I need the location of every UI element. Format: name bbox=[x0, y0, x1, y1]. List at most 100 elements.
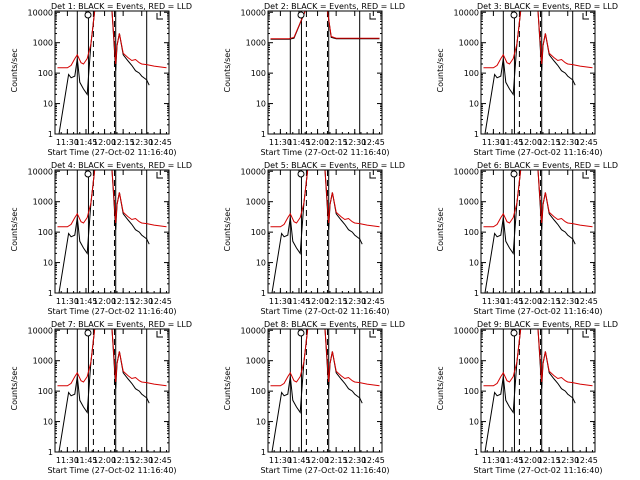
x-axis-label: Start Time (27-Oct-02 11:16:40) bbox=[260, 466, 389, 475]
detector-panel-6: Det 6: BLACK = Events, RED = LLD Counts/s… bbox=[436, 161, 618, 316]
y-tick-label: 100 bbox=[38, 69, 53, 78]
corner-bracket-marker bbox=[156, 331, 163, 338]
top-marker-circle bbox=[510, 11, 518, 19]
x-tick-label: 11:45 bbox=[500, 297, 523, 306]
panel-title: Det 1: BLACK = Events, RED = LLD bbox=[51, 2, 192, 11]
x-tick-label: 12:00 bbox=[93, 138, 116, 147]
y-tick-label: 10 bbox=[256, 418, 266, 427]
x-tick-label: 12:45 bbox=[362, 297, 385, 306]
y-tick-label: 1 bbox=[261, 130, 266, 139]
x-tick-label: 12:30 bbox=[343, 456, 366, 465]
detector-panel-9: Det 9: BLACK = Events, RED = LLD Counts/s… bbox=[436, 320, 618, 475]
y-tick-label: 10000 bbox=[28, 167, 53, 176]
x-tick-label: 12:30 bbox=[343, 138, 366, 147]
y-axis-label: Counts/sec bbox=[223, 366, 232, 410]
corner-bracket-marker bbox=[582, 13, 589, 20]
x-tick-label: 12:00 bbox=[306, 297, 329, 306]
y-tick-label: 100 bbox=[464, 69, 479, 78]
panel-title: Det 3: BLACK = Events, RED = LLD bbox=[477, 2, 618, 11]
x-tick-label: 12:45 bbox=[575, 138, 598, 147]
x-axis-label: Start Time (27-Oct-02 11:16:40) bbox=[473, 148, 602, 157]
x-tick-label: 12:45 bbox=[149, 297, 172, 306]
corner-bracket-marker bbox=[369, 172, 376, 179]
top-marker-circle bbox=[84, 11, 92, 19]
x-tick-label: 11:30 bbox=[482, 138, 505, 147]
x-tick-label: 12:30 bbox=[556, 456, 579, 465]
x-tick-label: 12:15 bbox=[538, 138, 561, 147]
corner-bracket-marker bbox=[582, 331, 589, 338]
y-tick-label: 1 bbox=[474, 448, 479, 457]
y-tick-label: 1 bbox=[261, 448, 266, 457]
x-tick-label: 11:30 bbox=[269, 456, 292, 465]
panel-title: Det 6: BLACK = Events, RED = LLD bbox=[477, 161, 618, 170]
x-axis-label: Start Time (27-Oct-02 11:16:40) bbox=[47, 466, 176, 475]
corner-bracket-marker bbox=[156, 13, 163, 20]
x-tick-label: 12:15 bbox=[112, 138, 135, 147]
y-tick-label: 100 bbox=[38, 387, 53, 396]
y-axis-label: Counts/sec bbox=[436, 366, 445, 410]
y-axis-label: Counts/sec bbox=[223, 48, 232, 92]
lld-series-line bbox=[57, 11, 167, 69]
x-tick-label: 11:45 bbox=[74, 297, 97, 306]
x-tick-label: 12:45 bbox=[575, 456, 598, 465]
x-tick-label: 11:45 bbox=[287, 456, 310, 465]
y-axis-label: Counts/sec bbox=[10, 48, 19, 92]
events-series-line bbox=[484, 329, 576, 452]
plot-frame bbox=[54, 10, 170, 135]
top-marker-circle bbox=[84, 170, 92, 178]
y-tick-label: 1000 bbox=[33, 357, 53, 366]
detector-panel-4: Det 4: BLACK = Events, RED = LLD Counts/s… bbox=[10, 161, 192, 316]
y-tick-label: 100 bbox=[464, 228, 479, 237]
x-tick-label: 12:00 bbox=[519, 138, 542, 147]
x-axis-label: Start Time (27-Oct-02 11:16:40) bbox=[260, 148, 389, 157]
lld-series-line bbox=[57, 170, 167, 228]
y-tick-label: 100 bbox=[251, 228, 266, 237]
x-tick-label: 12:00 bbox=[519, 297, 542, 306]
events-series-line bbox=[270, 11, 380, 40]
lld-series-line bbox=[270, 11, 380, 40]
y-tick-label: 1000 bbox=[246, 198, 266, 207]
top-marker-circle bbox=[297, 11, 305, 19]
x-tick-label: 11:45 bbox=[500, 138, 523, 147]
y-tick-label: 10 bbox=[469, 418, 479, 427]
y-tick-label: 1 bbox=[261, 289, 266, 298]
events-series-line bbox=[484, 11, 576, 134]
plot-frame bbox=[480, 328, 596, 453]
x-tick-label: 12:30 bbox=[343, 297, 366, 306]
x-tick-label: 12:15 bbox=[112, 456, 135, 465]
plot-frame bbox=[267, 169, 383, 294]
top-marker-circle bbox=[84, 329, 92, 337]
lld-series-line bbox=[483, 170, 593, 228]
panel-title: Det 8: BLACK = Events, RED = LLD bbox=[264, 320, 405, 329]
top-marker-circle bbox=[297, 170, 305, 178]
x-tick-label: 11:45 bbox=[74, 138, 97, 147]
y-axis-label: Counts/sec bbox=[436, 207, 445, 251]
y-tick-label: 10 bbox=[256, 259, 266, 268]
x-axis-label: Start Time (27-Oct-02 11:16:40) bbox=[260, 307, 389, 316]
y-tick-label: 1000 bbox=[459, 198, 479, 207]
corner-bracket-marker bbox=[369, 331, 376, 338]
lld-series-line bbox=[483, 329, 593, 387]
y-tick-label: 1 bbox=[474, 130, 479, 139]
x-tick-label: 11:30 bbox=[269, 297, 292, 306]
detector-panel-8: Det 8: BLACK = Events, RED = LLD Counts/s… bbox=[223, 320, 405, 475]
x-tick-label: 11:45 bbox=[500, 456, 523, 465]
x-tick-label: 11:30 bbox=[269, 138, 292, 147]
y-axis-label: Counts/sec bbox=[436, 48, 445, 92]
panel-title: Det 4: BLACK = Events, RED = LLD bbox=[51, 161, 192, 170]
y-tick-label: 1000 bbox=[33, 39, 53, 48]
y-tick-label: 100 bbox=[464, 387, 479, 396]
x-tick-label: 12:15 bbox=[325, 297, 348, 306]
x-tick-label: 11:45 bbox=[287, 138, 310, 147]
x-tick-label: 12:45 bbox=[362, 138, 385, 147]
panel-title: Det 7: BLACK = Events, RED = LLD bbox=[51, 320, 192, 329]
plot-frame bbox=[480, 169, 596, 294]
y-tick-label: 1 bbox=[474, 289, 479, 298]
y-tick-label: 10000 bbox=[28, 326, 53, 335]
x-tick-label: 12:00 bbox=[306, 456, 329, 465]
y-tick-label: 10 bbox=[43, 259, 53, 268]
x-tick-label: 12:30 bbox=[556, 297, 579, 306]
x-axis-label: Start Time (27-Oct-02 11:16:40) bbox=[473, 307, 602, 316]
lld-series-line bbox=[270, 329, 380, 387]
